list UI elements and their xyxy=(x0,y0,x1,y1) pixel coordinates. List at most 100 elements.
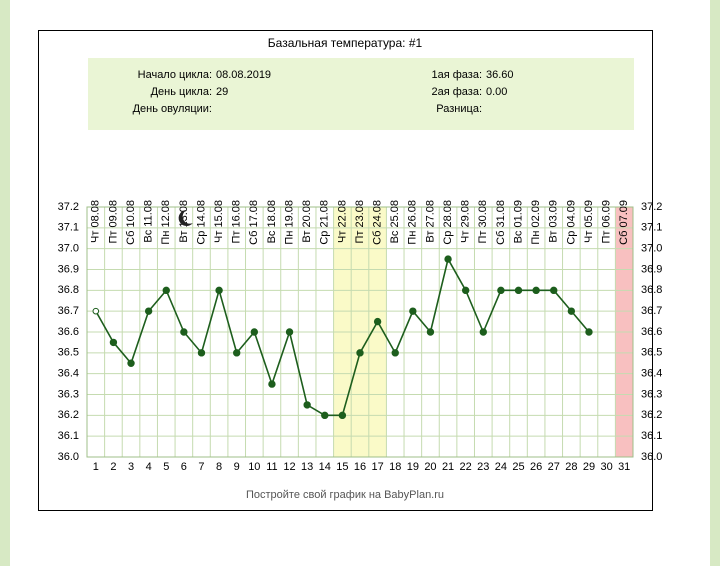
y2-tick-label: 36.2 xyxy=(641,409,662,421)
y2-tick-label: 37.1 xyxy=(641,222,662,234)
temperature-point xyxy=(461,286,470,295)
date-label: Пт 09.08 xyxy=(107,200,119,244)
temperature-point xyxy=(356,349,364,357)
temperature-point xyxy=(303,401,311,409)
x-tick-label: 10 xyxy=(248,461,260,473)
temperature-point xyxy=(197,349,206,357)
x-tick-label: 9 xyxy=(234,461,240,473)
x-tick-label: 30 xyxy=(600,461,612,473)
temperature-point xyxy=(338,411,347,420)
temperature-point xyxy=(444,255,452,263)
temperature-point xyxy=(391,349,399,357)
y2-tick-label: 36.9 xyxy=(641,263,662,275)
chart-title: Базальная температура: #1 xyxy=(268,36,423,50)
y-tick-label: 36.8 xyxy=(58,284,79,296)
frame-right xyxy=(710,0,720,566)
info-label: Разница: xyxy=(436,103,482,115)
x-tick-label: 11 xyxy=(266,461,277,473)
temperature-point xyxy=(215,286,223,295)
x-tick-label: 12 xyxy=(283,461,295,473)
temperature-point xyxy=(268,380,276,388)
x-tick-label: 28 xyxy=(565,461,577,473)
y-tick-label: 36.0 xyxy=(58,451,79,463)
y-tick-label: 36.6 xyxy=(58,326,79,338)
date-label: Вт 03.09 xyxy=(548,200,560,243)
temperature-point xyxy=(321,411,329,420)
date-label: Чт 22.08 xyxy=(336,200,348,243)
info-label: 1ая фаза: xyxy=(431,69,482,81)
y2-tick-label: 36.5 xyxy=(641,347,662,359)
y-tick-label: 36.7 xyxy=(58,305,79,317)
x-tick-label: 14 xyxy=(319,461,331,473)
temperature-point xyxy=(514,286,523,295)
temperature-point xyxy=(409,307,417,315)
x-tick-label: 2 xyxy=(110,461,116,473)
date-label: Чт 08.08 xyxy=(90,200,102,243)
date-label: Пт 16.08 xyxy=(231,200,243,244)
x-tick-label: 31 xyxy=(618,461,630,473)
x-tick-label: 26 xyxy=(530,461,542,473)
date-label: Вт 20.08 xyxy=(301,200,313,243)
info-panel xyxy=(88,58,634,130)
temperature-point xyxy=(233,349,241,357)
date-label: Пт 06.09 xyxy=(600,200,612,244)
date-label: Вс 25.08 xyxy=(389,200,401,243)
plot-border xyxy=(86,206,634,458)
temperature-point xyxy=(285,328,294,336)
temperature-point xyxy=(162,286,170,295)
y2-tick-label: 36.3 xyxy=(641,388,662,400)
y-tick-label: 36.1 xyxy=(58,430,79,442)
date-label: Сб 31.08 xyxy=(495,200,507,245)
date-label: Сб 07.09 xyxy=(618,200,630,245)
x-tick-label: 23 xyxy=(477,461,489,473)
y-tick-label: 36.3 xyxy=(58,388,79,400)
date-label: Чт 29.08 xyxy=(460,200,472,243)
x-tick-label: 4 xyxy=(146,461,152,473)
date-label: Ср 14.08 xyxy=(195,200,207,245)
info-value: 0.00 xyxy=(486,86,507,98)
y2-tick-label: 36.8 xyxy=(641,284,662,296)
temperature-point xyxy=(585,328,593,336)
temperature-point xyxy=(426,328,435,336)
y-tick-label: 36.5 xyxy=(58,347,79,359)
temperature-point xyxy=(479,328,487,336)
x-tick-label: 6 xyxy=(181,461,187,473)
info-value: 36.60 xyxy=(486,69,514,81)
footer: Постройте свой график на BabyPlan.ru xyxy=(246,489,444,501)
date-label: Вс 18.08 xyxy=(266,200,278,243)
info-value: 29 xyxy=(216,86,228,98)
temperature-point xyxy=(497,286,505,295)
date-label: Пт 30.08 xyxy=(477,200,489,244)
date-label: Вс 01.09 xyxy=(512,200,524,243)
temperature-point xyxy=(550,286,558,295)
x-tick-label: 22 xyxy=(460,461,472,473)
x-tick-label: 19 xyxy=(407,461,419,473)
y2-tick-label: 36.7 xyxy=(641,305,662,317)
frame-left xyxy=(0,0,10,566)
x-tick-label: 8 xyxy=(216,461,222,473)
x-tick-label: 1 xyxy=(93,461,99,473)
x-tick-label: 3 xyxy=(128,461,134,473)
date-label: Пн 02.09 xyxy=(530,200,542,245)
y2-tick-label: 36.0 xyxy=(641,451,662,463)
date-label: Пн 12.08 xyxy=(160,200,172,245)
y2-tick-label: 36.6 xyxy=(641,326,662,338)
x-tick-label: 16 xyxy=(354,461,366,473)
x-tick-label: 5 xyxy=(163,461,169,473)
y2-tick-label: 37.2 xyxy=(641,201,662,213)
date-label: Пн 26.08 xyxy=(407,200,419,245)
y-tick-label: 36.9 xyxy=(58,263,79,275)
temperature-point xyxy=(109,338,118,347)
date-label: Вс 11.08 xyxy=(143,200,155,243)
date-label: Сб 24.08 xyxy=(372,200,384,245)
y2-tick-label: 36.4 xyxy=(641,368,662,380)
date-label: Чт 15.08 xyxy=(213,200,225,243)
date-label: Вт 27.08 xyxy=(424,200,436,243)
x-tick-label: 21 xyxy=(442,461,454,473)
date-label: Пн 19.08 xyxy=(283,200,295,245)
moon-icon xyxy=(178,209,193,226)
x-tick-label: 18 xyxy=(389,461,401,473)
date-label: Ср 04.09 xyxy=(565,200,577,245)
temperature-point xyxy=(92,307,100,315)
